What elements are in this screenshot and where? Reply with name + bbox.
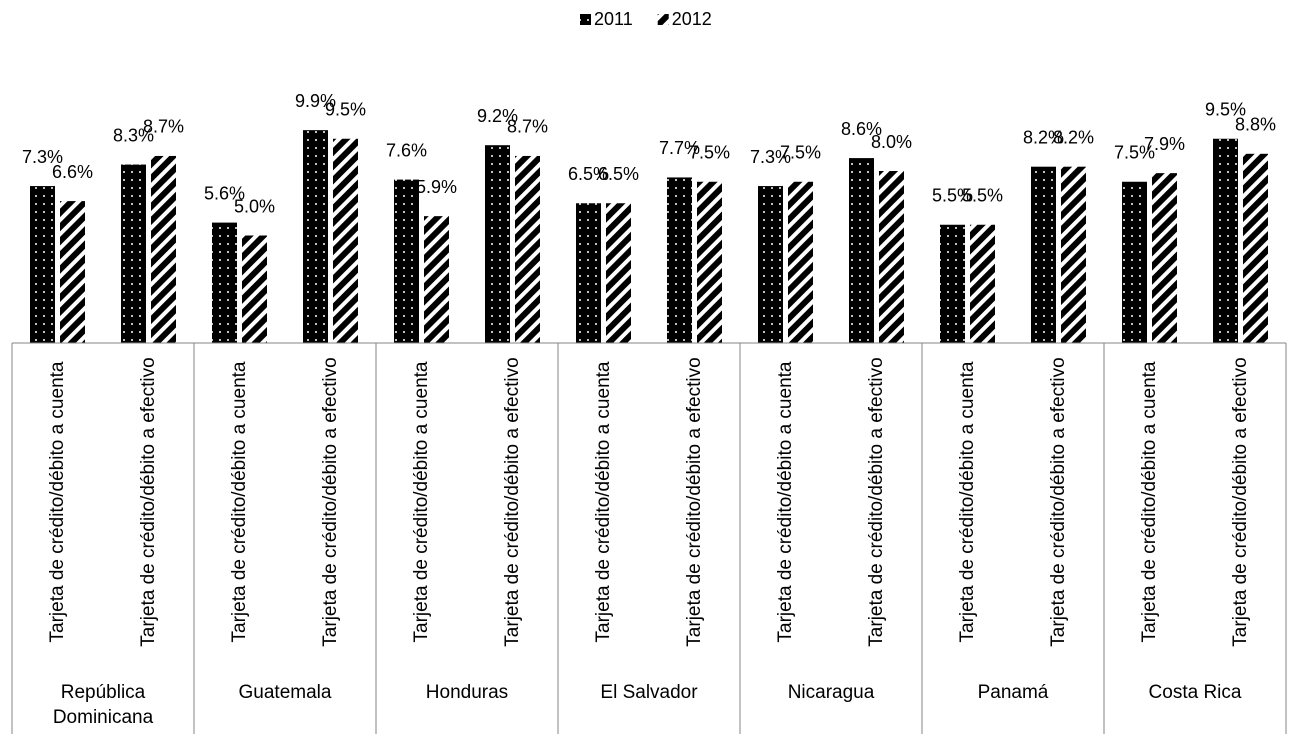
value-label: 9.5% <box>325 100 366 120</box>
value-label: 6.5% <box>568 164 609 184</box>
bar <box>697 181 722 343</box>
group-label: Panamá <box>977 682 1049 703</box>
bar <box>1031 166 1056 343</box>
value-label: 7.3% <box>22 147 63 167</box>
value-label: 5.9% <box>416 177 457 197</box>
value-label: 5.5% <box>932 186 973 206</box>
bar <box>212 222 237 343</box>
category-label: Tarjeta de crédito/débito a efectivo <box>137 357 159 647</box>
value-label: 7.5% <box>689 143 730 163</box>
category-label: Tarjeta de crédito/débito a cuenta <box>956 361 978 643</box>
bar <box>151 155 176 343</box>
category-label: Tarjeta de crédito/débito a efectivo <box>1229 357 1251 647</box>
value-label: 5.5% <box>962 186 1003 206</box>
bar <box>394 179 419 343</box>
value-label: 6.6% <box>52 162 93 182</box>
bar <box>121 164 146 343</box>
bar <box>1061 166 1086 343</box>
value-label: 8.7% <box>143 117 184 137</box>
value-label: 8.2% <box>1023 127 1064 147</box>
group-label: El Salvador <box>600 682 698 703</box>
group-label: Costa Rica <box>1148 682 1242 703</box>
group-label: Guatemala <box>238 682 332 703</box>
value-label: 8.3% <box>113 125 154 145</box>
group-label: Honduras <box>425 682 509 703</box>
bar <box>667 177 692 343</box>
bar <box>1243 153 1268 343</box>
value-label: 7.5% <box>780 143 821 163</box>
bar <box>788 181 813 343</box>
value-label: 5.0% <box>234 196 275 216</box>
bar <box>849 158 874 343</box>
bar <box>485 145 510 343</box>
bar <box>333 138 358 343</box>
category-label: Tarjeta de crédito/débito a efectivo <box>683 357 705 647</box>
category-label: Tarjeta de crédito/débito a efectivo <box>501 357 523 647</box>
bar <box>1152 173 1177 343</box>
group-label: República Dominicana <box>52 682 154 728</box>
bar <box>515 155 540 343</box>
bar <box>606 203 631 343</box>
value-label: 7.5% <box>1114 143 1155 163</box>
legend-label: 2011 <box>594 9 633 29</box>
bar <box>303 130 328 343</box>
bar <box>758 186 783 343</box>
bar <box>242 235 267 343</box>
category-label: Tarjeta de crédito/débito a efectivo <box>865 357 887 647</box>
value-label: 7.3% <box>750 147 791 167</box>
legend-swatch <box>580 14 591 25</box>
value-label: 7.7% <box>659 138 700 158</box>
bar <box>940 224 965 343</box>
value-label: 8.6% <box>841 119 882 139</box>
value-label: 7.6% <box>386 140 427 160</box>
category-label: Tarjeta de crédito/débito a efectivo <box>1047 357 1069 647</box>
legend-swatch <box>657 14 669 25</box>
bar <box>576 203 601 343</box>
bar <box>30 186 55 343</box>
category-label: Tarjeta de crédito/débito a cuenta <box>228 361 250 643</box>
value-label: 9.9% <box>295 91 336 111</box>
value-label: 6.5% <box>598 164 639 184</box>
value-label: 9.5% <box>1205 100 1246 120</box>
value-label: 9.2% <box>477 106 518 126</box>
bar <box>1213 138 1238 343</box>
value-label: 8.8% <box>1235 115 1276 135</box>
value-label: 8.0% <box>871 132 912 152</box>
bar <box>60 201 85 343</box>
category-label: Tarjeta de crédito/débito a cuenta <box>46 361 68 643</box>
category-label: Tarjeta de crédito/débito a cuenta <box>774 361 796 643</box>
bar <box>879 171 904 343</box>
legend-label: 2012 <box>672 9 712 29</box>
category-label: Tarjeta de crédito/débito a cuenta <box>1138 361 1160 643</box>
value-label: 7.9% <box>1144 134 1185 154</box>
value-label: 8.7% <box>507 117 548 137</box>
category-label: Tarjeta de crédito/débito a cuenta <box>592 361 614 643</box>
group-label: Nicaragua <box>787 682 875 703</box>
value-label: 8.2% <box>1053 127 1094 147</box>
bar <box>424 216 449 343</box>
category-label: Tarjeta de crédito/débito a efectivo <box>319 357 341 647</box>
bar <box>970 224 995 343</box>
value-label: 5.6% <box>204 183 245 203</box>
bar <box>1122 181 1147 343</box>
category-label: Tarjeta de crédito/débito a cuenta <box>410 361 432 643</box>
